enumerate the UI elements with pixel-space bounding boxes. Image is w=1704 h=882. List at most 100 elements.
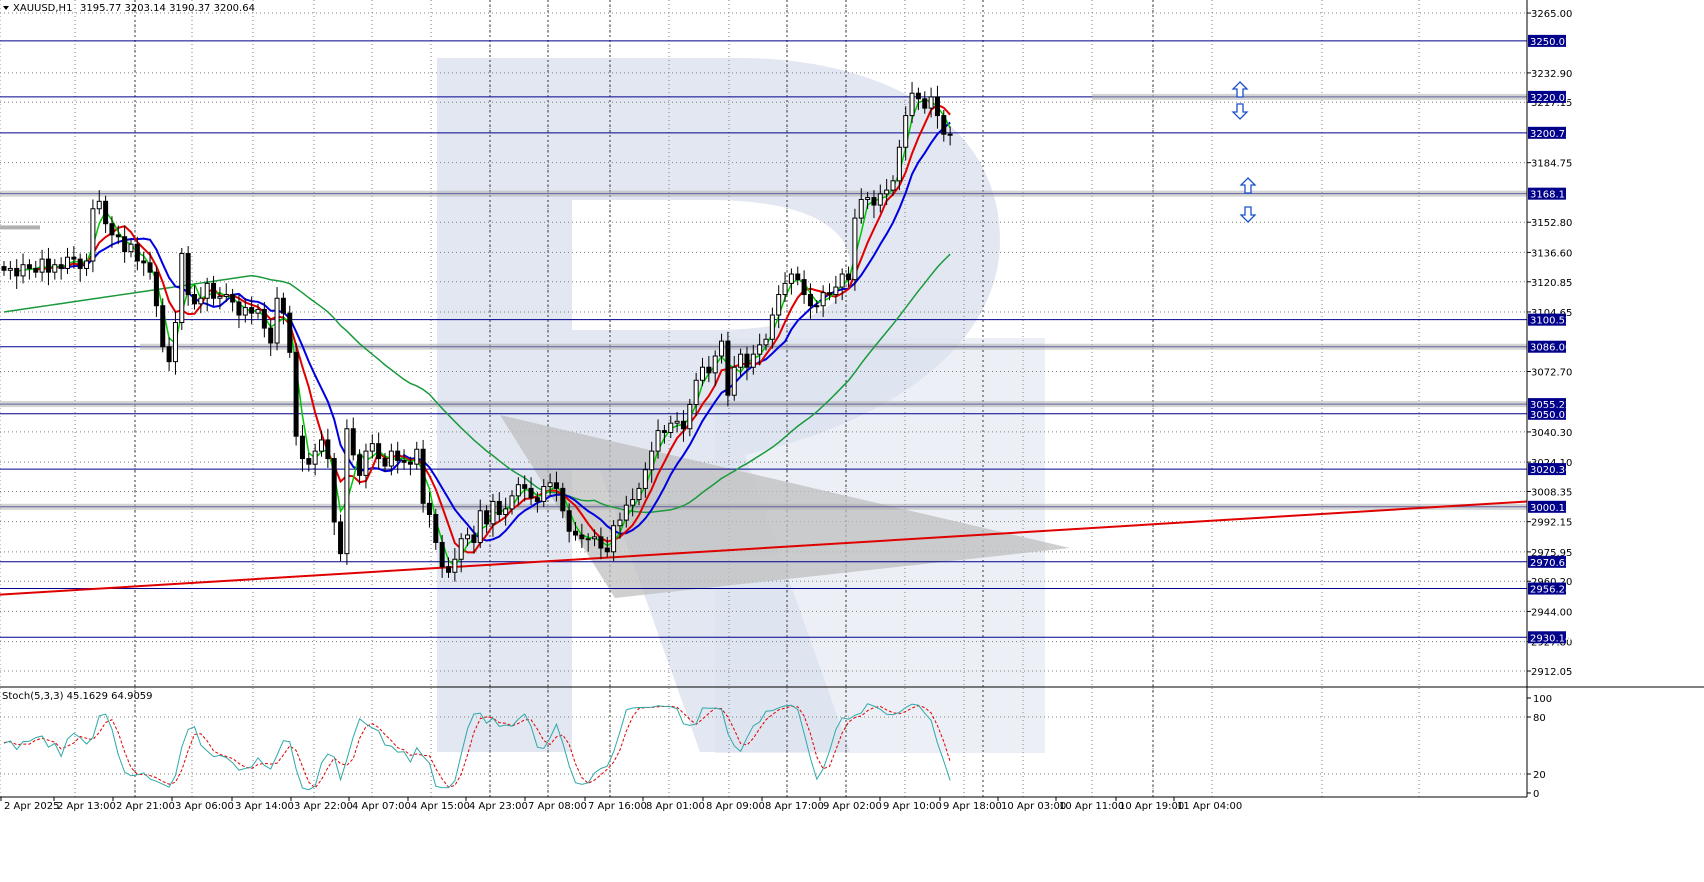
candle-body <box>712 355 718 374</box>
candle-body <box>700 366 705 381</box>
candle-body <box>45 258 51 273</box>
level-price-box <box>1528 500 1566 513</box>
candle-body <box>465 534 471 540</box>
candle-body <box>90 208 96 262</box>
level-price-box <box>1528 90 1566 103</box>
candle-body <box>122 236 128 253</box>
candle-body <box>382 458 388 467</box>
candle-body <box>103 200 109 225</box>
level-price-label: 3168.11 <box>1530 190 1571 201</box>
price-tick-label: 2975.95 <box>1531 548 1572 559</box>
candle-body <box>522 484 528 489</box>
price-axis: 3265.00 3232.90 3217.15 3184.75 3152.80 3136.… <box>1527 9 1572 800</box>
candle-body <box>293 351 299 437</box>
time-tick-label: 4 Apr 23:00 <box>469 801 528 812</box>
level-price-label: 3250.07 <box>1530 37 1571 48</box>
candle-body <box>185 253 191 296</box>
price-tick-label: 3104.65 <box>1531 308 1572 319</box>
candle-body <box>236 301 242 316</box>
candlesticks <box>1 82 953 582</box>
candle-body <box>344 428 350 555</box>
candle-body <box>909 92 915 117</box>
level-price-label: 3086.00 <box>1530 343 1571 354</box>
candle-body <box>268 327 274 344</box>
candle-body <box>20 264 26 277</box>
price-tick-label: 3136.60 <box>1531 248 1572 259</box>
candle-body <box>141 260 147 264</box>
candle-body <box>471 534 477 543</box>
time-tick-label: 10 Apr 19:00 <box>1119 801 1184 812</box>
candle-body <box>420 448 426 504</box>
arrow-up-icon <box>1239 177 1257 194</box>
candle-body <box>560 487 566 512</box>
candle-body <box>211 282 217 299</box>
candle-body <box>661 430 667 433</box>
candle-body <box>573 530 578 536</box>
candle-body <box>172 321 178 363</box>
stoch-tick-label: 80 <box>1533 713 1546 724</box>
stochastic-panel <box>0 686 1704 791</box>
candle-body <box>801 279 807 296</box>
candle-body <box>852 217 858 281</box>
stoch-tick-label: 100 <box>1533 694 1552 705</box>
time-tick-label: 3 Apr 06:00 <box>175 801 234 812</box>
time-tick-label: 9 Apr 18:00 <box>943 801 1002 812</box>
ma-slow-line <box>60 121 951 542</box>
candle-body <box>528 487 534 499</box>
candle-body <box>915 92 921 100</box>
candle-body <box>922 98 928 109</box>
stoch-main-line <box>3 703 951 791</box>
candle-body <box>934 96 940 117</box>
ma-long-line <box>3 253 951 514</box>
candle-body <box>160 305 166 348</box>
candle-body <box>287 312 293 353</box>
symbol-label: XAUUSD,H1 <box>13 3 72 14</box>
level-price-box <box>1528 398 1566 411</box>
arrow-up-upper <box>1231 81 1249 98</box>
candle-body <box>166 346 172 363</box>
candle-body <box>26 264 32 269</box>
candle-body <box>217 295 223 299</box>
candle-body <box>623 504 629 521</box>
candle-body <box>376 443 382 460</box>
candle-body <box>820 292 826 307</box>
candle-body <box>439 541 445 568</box>
level-price-label: 3000.13 <box>1530 503 1571 514</box>
candle-body <box>846 273 852 281</box>
candle-body <box>839 273 845 288</box>
candle-body <box>33 267 39 273</box>
candle-body <box>84 260 90 269</box>
candle-body <box>153 271 159 307</box>
candle-body <box>515 484 521 497</box>
candle-body <box>77 258 83 269</box>
candle-body <box>731 366 737 396</box>
candle-body <box>331 458 337 523</box>
level-price-label: 2970.62 <box>1530 558 1571 569</box>
level-price-box <box>1528 187 1566 200</box>
candle-body <box>96 200 102 210</box>
candle-body <box>325 439 331 460</box>
candle-body <box>230 294 236 303</box>
candle-body <box>655 430 661 452</box>
candle-body <box>611 525 617 553</box>
level-price-label: 3050.02 <box>1530 410 1571 421</box>
dropdown-triangle-icon[interactable] <box>3 6 9 10</box>
price-tick-label: 3152.80 <box>1531 218 1572 229</box>
candle-body <box>407 461 413 465</box>
candle-body <box>509 495 515 510</box>
candle-body <box>788 273 794 284</box>
price-tick-label: 3232.90 <box>1531 69 1572 80</box>
candle-body <box>903 115 909 148</box>
candle-body <box>642 469 648 489</box>
time-tick-label: 2 Apr 21:00 <box>116 801 175 812</box>
candle-body <box>52 264 58 273</box>
candle-body <box>680 420 686 430</box>
candle-body <box>947 133 953 136</box>
candle-body <box>668 422 674 433</box>
candle-body <box>71 256 77 260</box>
time-tick-label: 3 Apr 14:00 <box>235 801 294 812</box>
stoch-tick-label: 0 <box>1533 789 1539 800</box>
time-tick-label: 2 Apr 2025 <box>4 801 59 812</box>
